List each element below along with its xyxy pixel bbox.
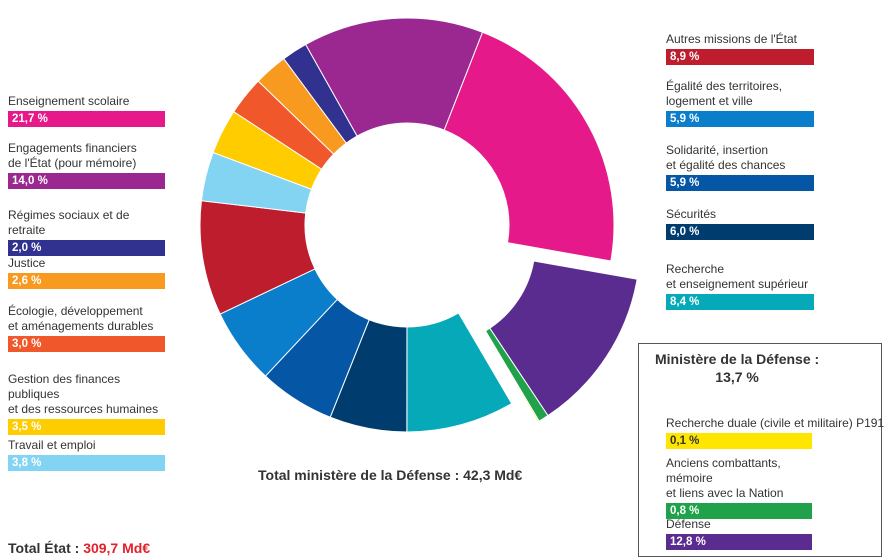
label-gestion-pct: 3,5 % [8,419,165,435]
label-anciens-pct: 0,8 % [666,503,812,519]
label-regimes-name: Régimes sociaux et de retraite [8,208,130,237]
defense-box: Ministère de la Défense : 13,7 % [638,343,882,557]
label-autres: Autres missions de l'État 8,9 % [666,32,814,65]
slice-14 [443,31,615,262]
label-recherche-duale-name: Recherche duale (civile et militaire) P1… [666,416,885,430]
label-autres-pct: 8,9 % [666,49,814,65]
label-regimes: Régimes sociaux et de retraite 2,0 % [8,208,165,256]
label-engagements-name: Engagements financiers de l'État (pour m… [8,141,137,170]
label-ecologie-name: Écologie, développement et aménagements … [8,304,154,333]
label-justice-name: Justice [8,256,46,270]
label-solidarite-pct: 5,9 % [666,175,814,191]
label-recherche-duale-pct: 0,1 % [666,433,812,449]
label-egalite-pct: 5,9 % [666,111,814,127]
label-autres-name: Autres missions de l'État [666,32,798,46]
label-anciens-name: Anciens combattants, mémoire et liens av… [666,456,784,500]
label-securites-name: Sécurités [666,207,717,221]
label-gestion: Gestion des finances publiques et des re… [8,372,165,435]
label-ecologie: Écologie, développement et aménagements … [8,304,165,352]
label-travail-name: Travail et emploi [8,438,96,452]
total-defense: Total ministère de la Défense : 42,3 Md€ [258,467,523,483]
slice-2 [484,330,540,423]
label-enseignement-scolaire-pct: 21,7 % [8,111,165,127]
label-engagements-pct: 14,0 % [8,173,165,189]
label-recherche: Recherche et enseignement supérieur 8,4 … [666,262,814,310]
label-recherche-name: Recherche et enseignement supérieur [666,262,809,291]
label-travail: Travail et emploi 3,8 % [8,438,165,471]
label-engagements: Engagements financiers de l'État (pour m… [8,141,165,189]
defense-box-title: Ministère de la Défense : 13,7 % [655,351,820,385]
label-securites: Sécurités 6,0 % [666,207,814,240]
label-anciens: Anciens combattants, mémoire et liens av… [666,456,812,519]
label-regimes-pct: 2,0 % [8,240,165,256]
label-justice-pct: 2,6 % [8,273,165,289]
label-enseignement-scolaire: Enseignement scolaire 21,7 % [8,94,165,127]
label-defense-pct: 12,8 % [666,534,812,550]
label-gestion-name: Gestion des finances publiques et des re… [8,372,159,416]
label-ecologie-pct: 3,0 % [8,336,165,352]
label-travail-pct: 3,8 % [8,455,165,471]
label-justice: Justice 2,6 % [8,256,165,289]
label-solidarite-name: Solidarité, insertion et égalité des cha… [666,143,786,172]
slice-13 [305,17,484,137]
label-solidarite: Solidarité, insertion et égalité des cha… [666,143,814,191]
total-etat-label: Total État : [8,540,84,556]
label-egalite-name: Égalité des territoires, logement et vil… [666,79,783,108]
label-recherche-duale: Recherche duale (civile et militaire) P1… [666,416,885,449]
label-defense: Défense 12,8 % [666,517,812,550]
label-egalite: Égalité des territoires, logement et vil… [666,79,814,127]
slice-0 [489,260,638,417]
total-etat: Total État : 309,7 Md€ [8,540,150,556]
label-securites-pct: 6,0 % [666,224,814,240]
label-enseignement-scolaire-name: Enseignement scolaire [8,94,130,108]
label-defense-name: Défense [666,517,711,531]
total-etat-value: 309,7 Md€ [83,540,151,556]
label-recherche-pct: 8,4 % [666,294,814,310]
